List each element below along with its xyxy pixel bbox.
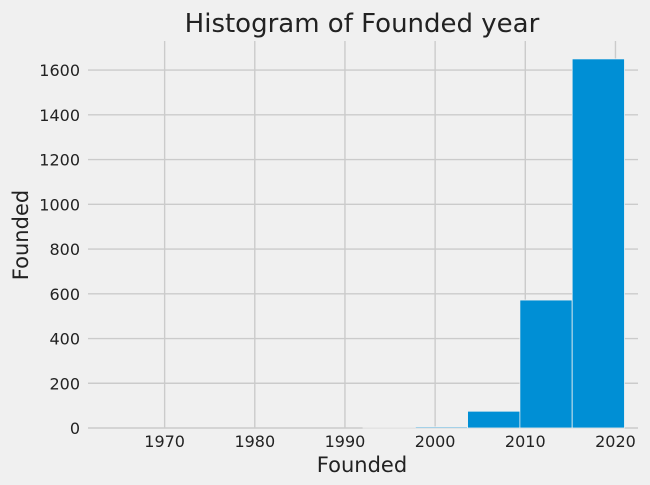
- y-tick-label: 200: [49, 374, 80, 393]
- ticks-layer: 0 200 400 600 800 1000 1200 1400 1600 1970 1980 199…: [39, 61, 636, 451]
- bars-layer: [362, 58, 625, 429]
- x-tick-label: 1990: [325, 432, 366, 451]
- x-tick-label: 2000: [415, 432, 456, 451]
- y-tick-label: 800: [49, 240, 80, 259]
- x-tick-label: 2010: [505, 432, 546, 451]
- y-tick-label: 1200: [39, 151, 80, 170]
- chart-title: Histogram of Founded year: [185, 9, 540, 39]
- x-tick-label: 1970: [144, 432, 185, 451]
- x-axis-label: Founded: [317, 453, 407, 477]
- y-tick-label: 0: [70, 419, 80, 438]
- y-tick-label: 1000: [39, 195, 80, 214]
- x-tick-label: 2020: [595, 432, 636, 451]
- histogram-bar: [571, 58, 625, 429]
- y-tick-label: 400: [49, 330, 80, 349]
- y-tick-label: 600: [49, 285, 80, 304]
- histogram-bar: [519, 299, 573, 429]
- y-tick-label: 1400: [39, 106, 80, 125]
- y-axis-label: Founded: [9, 190, 33, 280]
- histogram-bar: [414, 426, 468, 429]
- x-tick-label: 1980: [234, 432, 275, 451]
- y-tick-label: 1600: [39, 61, 80, 80]
- histogram-bar: [467, 410, 521, 429]
